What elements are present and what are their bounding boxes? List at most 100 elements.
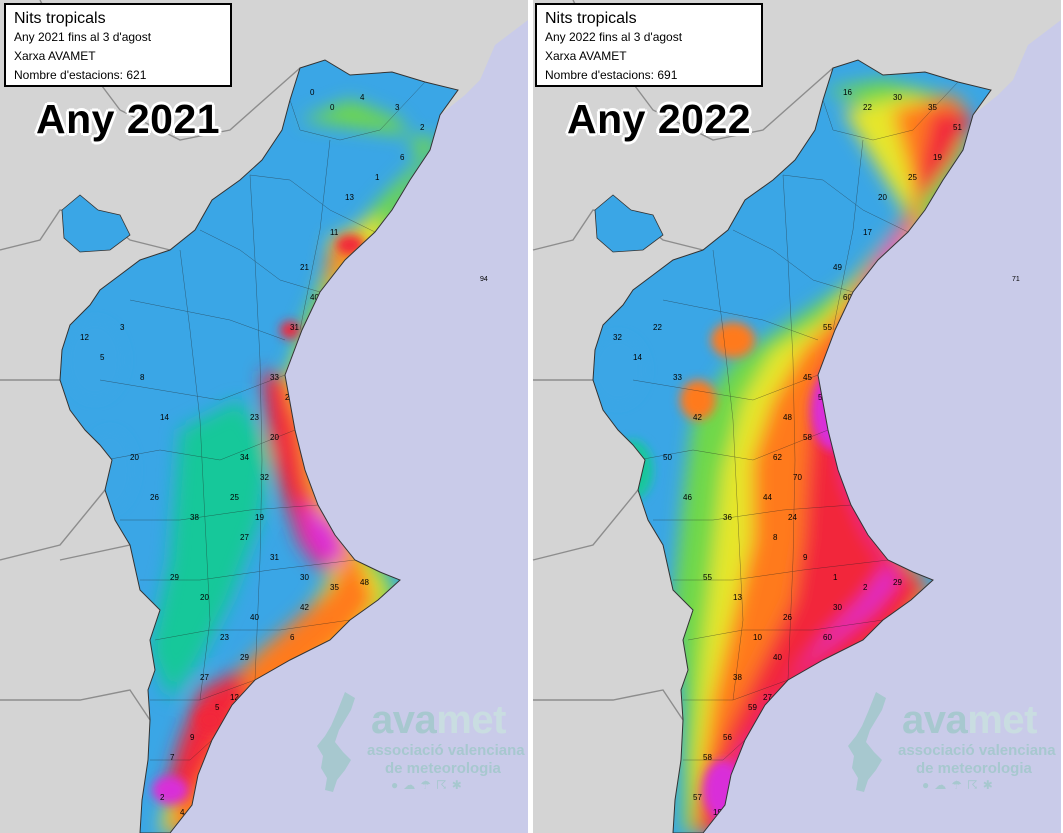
station-value: 19: [933, 153, 942, 162]
valencia-silhouette-icon: [317, 692, 355, 792]
station-value: 35: [330, 583, 339, 592]
station-value: 36: [723, 513, 732, 522]
info-network: Xarxa AVAMET: [14, 49, 96, 63]
sun-icon: ●: [391, 778, 404, 792]
station-value: 58: [703, 753, 712, 762]
station-value: 24: [788, 513, 797, 522]
station-value: 12: [230, 693, 239, 702]
cloud-sun-icon: ☁: [403, 778, 421, 792]
logo-wordmark: avamet: [902, 698, 1037, 742]
info-box-2022: Nits tropicals Any 2022 fins al 3 d'agos…: [535, 3, 763, 87]
station-value: 19: [713, 808, 722, 817]
station-value: 23: [250, 413, 259, 422]
station-value: 33: [673, 373, 682, 382]
station-value: 25: [230, 493, 239, 502]
station-value: 17: [863, 228, 872, 237]
station-value: 62: [773, 453, 782, 462]
cloud-sun-icon: ☁: [934, 778, 952, 792]
station-value: 13: [345, 193, 354, 202]
station-value: 60: [823, 633, 832, 642]
station-value: 3: [395, 103, 400, 112]
station-value: 29: [170, 573, 179, 582]
station-value: 34: [240, 453, 249, 462]
station-value: 32: [260, 473, 269, 482]
station-value: 70: [793, 473, 802, 482]
station-value: 11: [330, 228, 339, 237]
station-value: 5: [100, 353, 105, 362]
logo-line-1: associació valenciana: [367, 742, 525, 759]
station-value: 55: [823, 323, 832, 332]
station-value: 5: [215, 703, 220, 712]
station-value: 26: [150, 493, 159, 502]
info-title: Nits tropicals: [545, 10, 637, 27]
station-value: 3: [120, 323, 125, 332]
station-value: 20: [130, 453, 139, 462]
map-panel-2021: 0043261131124214031263329232034322519273…: [0, 0, 528, 833]
avamet-logo-2022: avamet associació valenciana de meteorol…: [846, 690, 1056, 795]
station-value: 27: [240, 533, 249, 542]
info-period: Any 2021 fins al 3 d'agost: [14, 30, 152, 44]
station-value: 12: [80, 333, 89, 342]
logo-line-2: de meteorologia: [916, 760, 1032, 777]
weather-icons: ●☁☂☈✱: [922, 778, 998, 792]
station-value: 30: [833, 603, 842, 612]
station-value: 1: [833, 573, 838, 582]
station-value: 2: [863, 583, 868, 592]
sun-icon: ●: [922, 778, 935, 792]
station-value: 22: [863, 103, 872, 112]
station-value: 14: [633, 353, 642, 362]
station-value: 60: [843, 293, 852, 302]
station-value: 13: [733, 593, 742, 602]
map-2022: 1622303551192520173349605554455348586270…: [532, 0, 1061, 833]
offshore-value-2022: 71: [1012, 276, 1020, 283]
station-value: 32: [613, 333, 622, 342]
station-value: 42: [693, 413, 702, 422]
station-value: 30: [893, 93, 902, 102]
station-value: 9: [803, 553, 808, 562]
station-value: 30: [300, 573, 309, 582]
station-value: 57: [693, 793, 702, 802]
logo-line-1: associació valenciana: [898, 742, 1056, 759]
station-value: 2: [160, 793, 165, 802]
station-value: 48: [360, 578, 369, 587]
enclave-2021: [61, 194, 131, 253]
station-value: 58: [803, 433, 812, 442]
logo-wordmark: avamet: [371, 698, 506, 742]
storm-icon: ☈: [436, 778, 452, 792]
snow-icon: ✱: [982, 778, 998, 792]
info-network: Xarxa AVAMET: [545, 49, 627, 63]
info-box-2021: Nits tropicals Any 2021 fins al 3 d'agos…: [4, 3, 232, 87]
station-value: 29: [893, 578, 902, 587]
station-value: 51: [953, 123, 962, 132]
station-value: 2: [420, 123, 425, 132]
station-value: 40: [773, 653, 782, 662]
station-value: 22: [653, 323, 662, 332]
station-value: 19: [255, 513, 264, 522]
station-value: 6: [400, 153, 405, 162]
station-value: 44: [763, 493, 772, 502]
station-value: 4: [360, 93, 365, 102]
station-value: 6: [290, 633, 295, 642]
station-value: 26: [783, 613, 792, 622]
station-value: 45: [803, 373, 812, 382]
station-value: 29: [240, 653, 249, 662]
info-period: Any 2022 fins al 3 d'agost: [545, 30, 683, 44]
map-2021: 0043261131124214031263329232034322519273…: [0, 0, 528, 833]
station-value: 14: [160, 413, 169, 422]
station-value: 38: [733, 673, 742, 682]
valencia-silhouette-icon: [848, 692, 886, 792]
station-value: 31: [270, 553, 279, 562]
station-value: 23: [220, 633, 229, 642]
map-panel-2022: 1622303551192520173349605554455348586270…: [531, 0, 1063, 833]
storm-icon: ☈: [967, 778, 983, 792]
station-value: 9: [190, 733, 195, 742]
station-value: 27: [200, 673, 209, 682]
info-station-count: Nombre d'estacions: 621: [14, 68, 147, 82]
station-value: 56: [723, 733, 732, 742]
station-value: 7: [170, 753, 175, 762]
station-value: 21: [300, 263, 309, 272]
station-value: 8: [140, 373, 145, 382]
offshore-value-2021: 94: [480, 276, 488, 283]
station-value: 49: [833, 263, 842, 272]
station-value: 0: [310, 88, 315, 97]
